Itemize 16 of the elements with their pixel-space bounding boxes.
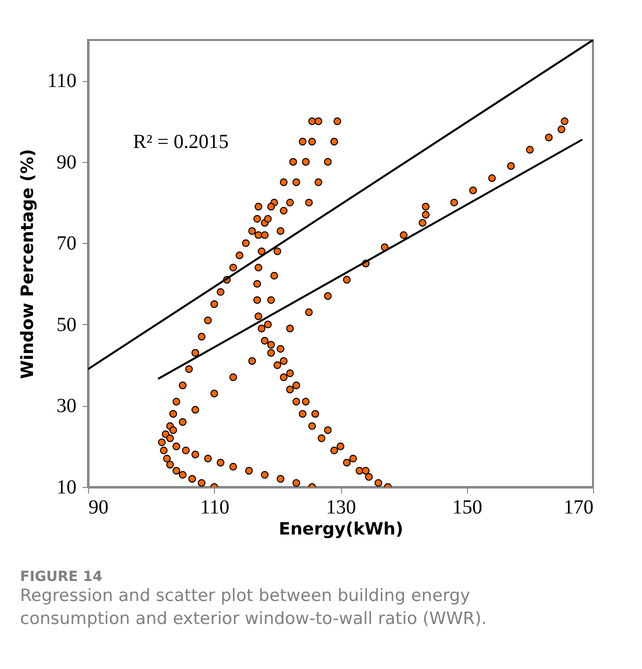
text: Regression and scatter plot between building energy consumption and exterior window-to-wall ratio (WWR).: [20, 585, 488, 631]
caption: FIGURE 14: [20, 569, 104, 585]
x-tick-label: 90: [88, 496, 108, 518]
annotation: R² = 0.2015: [133, 131, 229, 153]
x-axis-title: Energy(kWh): [278, 520, 404, 540]
x-tick-label: 170: [564, 496, 594, 518]
x-tick-label: 110: [200, 496, 230, 518]
y-tick-label: 90: [56, 151, 76, 174]
y-tick-label: 70: [56, 232, 76, 255]
y-tick-label: 30: [56, 395, 76, 418]
x-tick-label: 150: [452, 496, 482, 518]
y-tick-label: 10: [56, 476, 76, 498]
y-axis-title: Window Percentage (%): [18, 148, 38, 380]
y-tick-label: 50: [56, 314, 76, 336]
y-tick-label: 110: [47, 70, 76, 92]
x-tick-label: 130: [326, 496, 356, 518]
